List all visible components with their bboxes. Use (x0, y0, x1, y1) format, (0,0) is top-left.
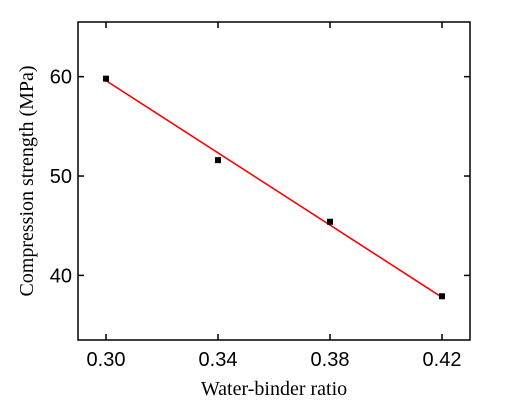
x-axis: 0.30 0.34 0.38 0.42 (87, 22, 462, 371)
data-point (215, 157, 221, 164)
x-tick-label: 0.38 (311, 349, 350, 371)
plot-frame (77, 21, 471, 341)
x-tick-label: 0.42 (423, 349, 462, 371)
fit-line-group (105, 79, 443, 298)
data-point (439, 293, 445, 300)
x-axis-title: Water-binder ratio (201, 378, 347, 400)
fit-line (105, 79, 443, 298)
y-tick-label: 50 (50, 166, 72, 188)
y-axis: 40 50 60 (50, 67, 470, 287)
data-point (327, 218, 333, 225)
y-axis-title: Compression strength (MPa) (16, 65, 38, 296)
data-points (103, 75, 445, 300)
x-tick-label: 0.34 (199, 349, 238, 371)
y-tick-label: 60 (50, 67, 72, 89)
x-tick-label: 0.30 (87, 349, 126, 371)
data-point (103, 75, 109, 82)
y-tick-label: 40 (50, 265, 72, 287)
